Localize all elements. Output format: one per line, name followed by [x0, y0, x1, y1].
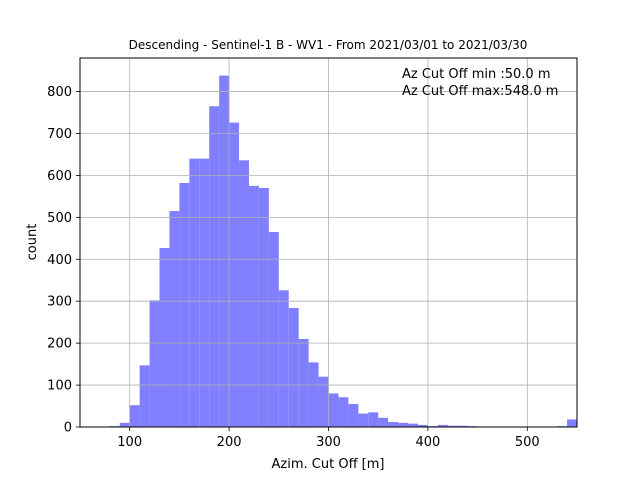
histogram-bar: [149, 300, 160, 427]
histogram-bar: [437, 424, 448, 427]
x-axis-label: Azim. Cut Off [m]: [272, 457, 385, 472]
x-tick-label: 100: [117, 435, 142, 450]
histogram-bar: [258, 187, 269, 427]
y-tick-label: 300: [47, 295, 72, 310]
chart-title: Descending - Sentinel-1 B - WV1 - From 2…: [129, 38, 528, 52]
histogram-bar: [378, 417, 389, 427]
y-tick-label: 600: [47, 169, 72, 184]
histogram-bar: [129, 405, 140, 427]
histogram-bar: [169, 211, 180, 427]
histogram-bar: [199, 158, 210, 428]
histogram-bar: [388, 421, 399, 427]
histogram-bar: [229, 122, 240, 427]
x-tick-label: 300: [316, 435, 341, 450]
histogram-bar: [447, 425, 458, 427]
histogram-bar: [209, 106, 220, 427]
x-tick-label: 500: [515, 435, 540, 450]
y-axis: 0 100 200 300 400 500 600 700 800: [47, 85, 80, 436]
histogram-bar: [318, 376, 329, 427]
histogram-bar: [139, 365, 150, 427]
annotation-min: Az Cut Off min :50.0 m: [402, 67, 550, 82]
y-tick-label: 700: [47, 127, 72, 142]
histogram-bar: [268, 232, 279, 427]
y-tick-label: 0: [64, 421, 72, 436]
annotation-max: Az Cut Off max:548.0 m: [402, 84, 558, 99]
histogram-bar: [119, 422, 130, 427]
histogram-bar: [338, 397, 349, 427]
x-tick-label: 400: [415, 435, 440, 450]
histogram-bar: [368, 412, 379, 427]
y-tick-label: 400: [47, 253, 72, 268]
histogram-bar: [278, 290, 289, 427]
histogram-bar: [239, 160, 249, 427]
histogram-bar: [248, 185, 259, 427]
y-tick-label: 500: [47, 211, 72, 226]
x-tick-label: 200: [217, 435, 242, 450]
histogram-bars: [89, 75, 577, 428]
histogram-bar: [288, 307, 299, 427]
histogram-bar: [417, 424, 428, 427]
histogram-bar: [308, 362, 319, 427]
histogram-bar: [189, 158, 200, 428]
histogram-bar: [398, 422, 409, 427]
y-axis-label: count: [25, 224, 40, 261]
y-tick-label: 800: [47, 85, 72, 100]
histogram-bar: [457, 425, 468, 427]
histogram-bar: [408, 423, 418, 427]
histogram-bar: [219, 75, 230, 428]
histogram-bar: [567, 419, 577, 427]
histogram-bar: [159, 247, 170, 427]
grid-lines: [80, 58, 577, 428]
histogram-bar: [298, 338, 309, 427]
histogram-bar: [348, 403, 359, 427]
histogram-bar: [179, 182, 190, 427]
histogram-bar: [358, 413, 369, 427]
y-tick-label: 200: [47, 337, 72, 352]
histogram-bar: [328, 393, 339, 427]
y-tick-label: 100: [47, 379, 72, 394]
x-axis: 100 200 300 400 500: [117, 427, 540, 450]
